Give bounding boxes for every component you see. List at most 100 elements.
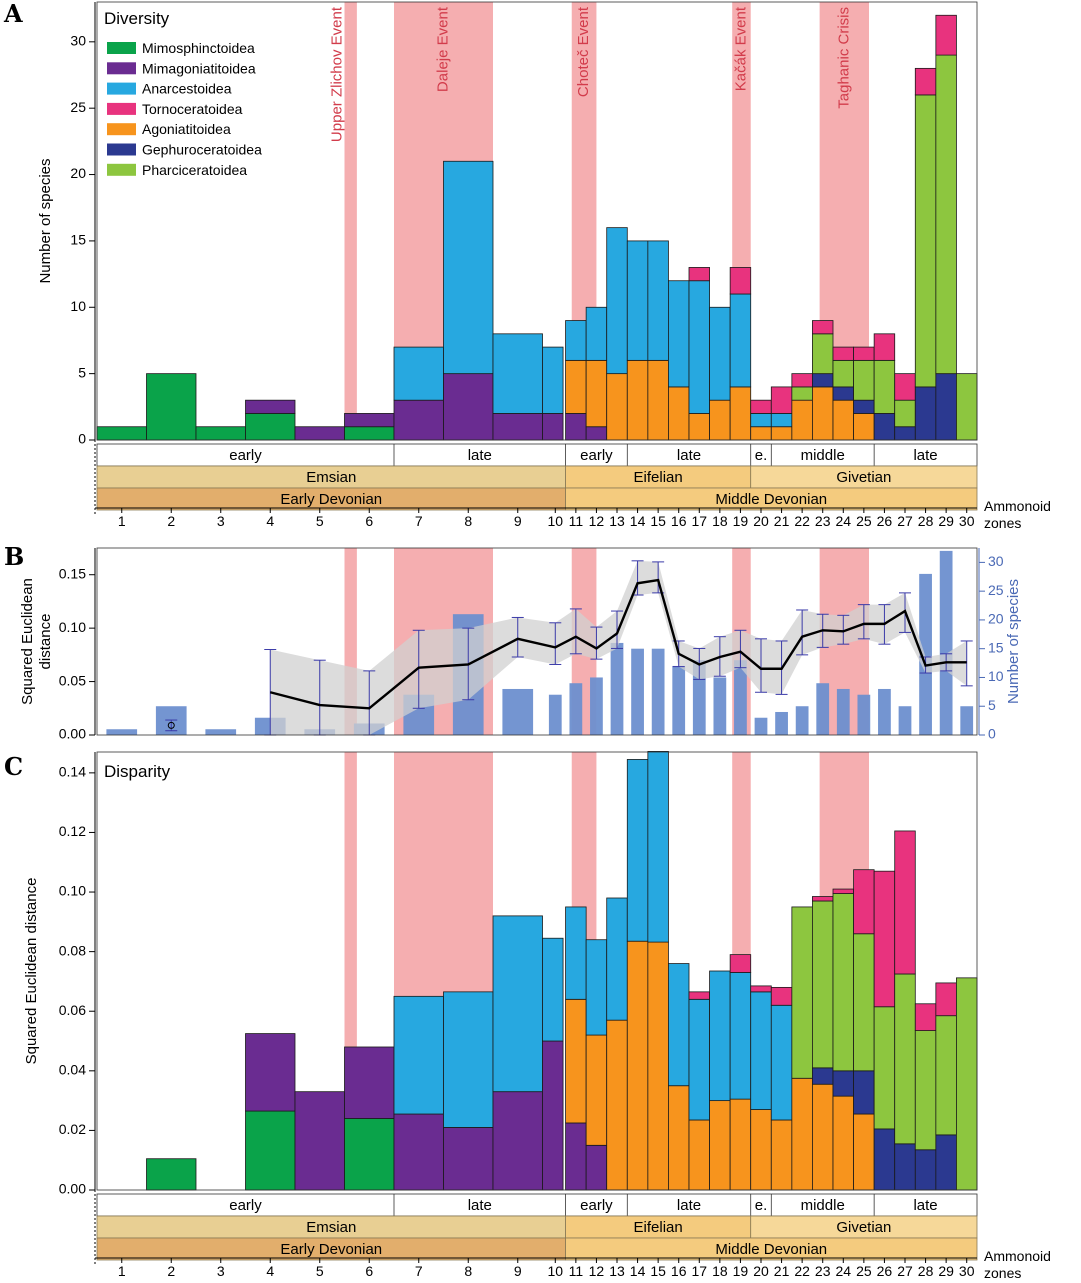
bar-agoniatitoidea (791, 1077, 813, 1191)
bar-anarcestoidea (606, 897, 628, 1021)
bar-agoniatitoidea (688, 413, 710, 441)
bar-mimagoniatitoidea (492, 1091, 543, 1191)
substage-label: early (580, 447, 613, 464)
bar-agoniatitoidea (812, 386, 834, 441)
bar-gephuroceratoidea (832, 386, 854, 401)
bar-pharciceratoidea (956, 977, 978, 1191)
legend-label: Pharciceratoidea (142, 162, 247, 178)
stage-label: Eifelian (634, 1219, 683, 1236)
stage-label: Emsian (306, 469, 356, 486)
event-label: Choteč Event (575, 6, 592, 97)
bar-pharciceratoidea (832, 893, 854, 1072)
bar-tornoceratoidea (812, 320, 834, 335)
species-bar (836, 688, 850, 735)
substage-label: e. (755, 1197, 768, 1214)
bar-anarcestoidea (626, 240, 649, 361)
bar-tornoceratoidea (894, 830, 916, 975)
bar-agoniatitoidea (729, 1098, 752, 1191)
bar-mimagoniatitoidea (492, 413, 543, 441)
bar-mimagoniatitoidea (443, 1127, 494, 1191)
species-bar (590, 677, 603, 735)
y-tick-label: 5 (78, 364, 86, 380)
bar-tornoceratoidea (791, 373, 813, 388)
zone-tick-label: 24 (835, 1263, 851, 1279)
zone-tick-label: 17 (691, 1263, 707, 1279)
panel-letter: B (4, 542, 24, 571)
bar-tornoceratoidea (729, 954, 752, 973)
panel-letter: A (3, 0, 23, 28)
substage-label: late (468, 1197, 492, 1214)
bar-gephuroceratoidea (935, 373, 957, 441)
species-bar (939, 550, 953, 735)
bar-tornoceratoidea (812, 896, 834, 902)
panel-title: Disparity (104, 762, 171, 781)
bar-anarcestoidea (393, 346, 444, 401)
bar-agoniatitoidea (770, 1119, 793, 1191)
zone-tick-label: 20 (753, 1263, 769, 1279)
y-axis-title: Squared Euclidean distance (23, 878, 40, 1065)
zone-tick-label: 22 (794, 513, 810, 529)
bar-anarcestoidea (585, 939, 608, 1036)
bar-agoniatitoidea (832, 1095, 854, 1191)
legend-swatch (107, 102, 136, 115)
zone-tick-label: 21 (774, 513, 790, 529)
species-bar (631, 648, 644, 735)
zone-tick-label: 19 (733, 1263, 749, 1279)
epoch-label: Middle Devonian (715, 1241, 827, 1258)
bar-pharciceratoidea (935, 54, 957, 375)
zone-tick-label: 13 (609, 1263, 625, 1279)
zone-tick-label: 25 (856, 1263, 872, 1279)
bar-tornoceratoidea (935, 982, 957, 1017)
bar-gephuroceratoidea (914, 386, 937, 441)
zone-tick-label: 13 (609, 513, 625, 529)
species-bar (795, 706, 809, 735)
species-bar (569, 683, 583, 735)
bar-tornoceratoidea (729, 267, 752, 295)
zone-tick-label: 1 (118, 1263, 126, 1279)
zone-tick-label: 18 (712, 513, 728, 529)
species-bar (960, 706, 974, 735)
zone-tick-label: 26 (877, 513, 893, 529)
bar-tornoceratoidea (853, 869, 875, 935)
y-tick-label: 0.00 (59, 1181, 86, 1197)
zone-tick-label: 12 (589, 1263, 605, 1279)
y-tick-label: 0.10 (59, 619, 86, 635)
bar-anarcestoidea (647, 240, 669, 361)
zone-tick-label: 3 (217, 1263, 225, 1279)
legend-label: Mimosphinctoidea (142, 40, 255, 56)
species-bar (878, 688, 891, 735)
bar-pharciceratoidea (894, 399, 916, 428)
species-bar (672, 665, 686, 735)
bar-mimagoniatitoidea (245, 399, 296, 414)
y-tick-label: 0.12 (59, 823, 86, 839)
bar-anarcestoidea (770, 413, 793, 428)
bar-agoniatitoidea (565, 359, 587, 414)
substage-label: late (913, 447, 937, 464)
bar-tornoceratoidea (832, 888, 854, 894)
species-bar (775, 711, 788, 735)
zone-tick-label: 7 (415, 513, 423, 529)
zone-tick-label: 2 (167, 1263, 175, 1279)
bar-anarcestoidea (750, 413, 772, 428)
zone-tick-label: 8 (464, 513, 472, 529)
bar-mimagoniatitoidea (245, 1033, 296, 1112)
bar-gephuroceratoidea (894, 1143, 916, 1191)
y-tick-label: 20 (70, 165, 86, 181)
y-tick-label: 25 (70, 99, 86, 115)
bar-agoniatitoidea (750, 426, 772, 441)
substage-label: late (677, 1197, 701, 1214)
y-tick-label: 0.08 (59, 942, 86, 958)
zone-tick-label: 14 (630, 513, 646, 529)
zone-tick-label: 11 (569, 1263, 584, 1279)
bar-tornoceratoidea (914, 1003, 937, 1031)
y2-tick-label: 10 (988, 668, 1004, 684)
bar-agoniatitoidea (770, 426, 793, 441)
legend-swatch (107, 123, 136, 136)
y-tick-label: 30 (70, 33, 86, 49)
zones-title: zones (984, 1265, 1021, 1281)
bar-anarcestoidea (443, 160, 494, 375)
bar-gephuroceratoidea (853, 1070, 875, 1115)
substage-label: e. (755, 447, 768, 464)
bar-agoniatitoidea (853, 413, 875, 441)
substage-label: middle (801, 447, 845, 464)
